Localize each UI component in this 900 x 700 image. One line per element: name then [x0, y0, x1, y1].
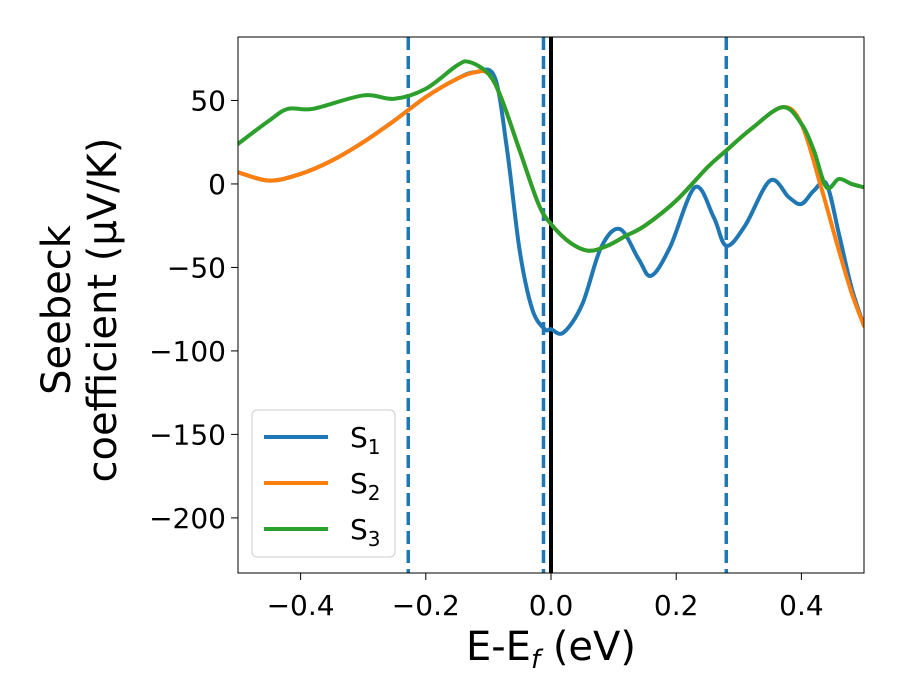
legend: S1 S2 S3	[251, 409, 396, 558]
y-axis-ticks: 50 0 −50 −100 −150 −200	[149, 84, 238, 535]
x-tick-label: −0.2	[392, 589, 460, 622]
series-layer	[238, 59, 864, 336]
x-tick-label: −0.4	[267, 589, 335, 622]
y-axis-title-line1: Seebeck	[34, 224, 80, 395]
x-axis-title: E-Ef (eV)	[466, 624, 636, 675]
y-tick-label: −150	[149, 418, 226, 451]
x-axis-title-unit: (eV)	[540, 624, 636, 670]
y-tick-label: −200	[149, 502, 226, 535]
reference-lines	[406, 37, 729, 573]
y-tick-label: −50	[167, 251, 226, 284]
legend-label-s2: S2	[350, 467, 381, 505]
series-line-s3	[238, 59, 864, 253]
legend-items: S1 S2 S3	[264, 421, 381, 551]
y-tick-label: 0	[208, 168, 226, 201]
x-axis-title-main: E-E	[466, 624, 531, 670]
x-axis-ticks: −0.4 −0.2 0.0 0.2 0.4	[267, 573, 824, 622]
x-tick-label: 0.2	[654, 589, 699, 622]
y-axis-title-line2: coefficient (μV/K)	[80, 138, 126, 483]
legend-label-s3: S3	[350, 513, 381, 551]
y-tick-label: 50	[190, 84, 226, 117]
x-tick-label: 0.4	[779, 589, 824, 622]
y-tick-label: −100	[149, 335, 226, 368]
legend-label-s1: S1	[350, 421, 381, 459]
y-axis-title: Seebeck coefficient (μV/K)	[34, 138, 126, 483]
x-tick-label: 0.0	[529, 589, 574, 622]
